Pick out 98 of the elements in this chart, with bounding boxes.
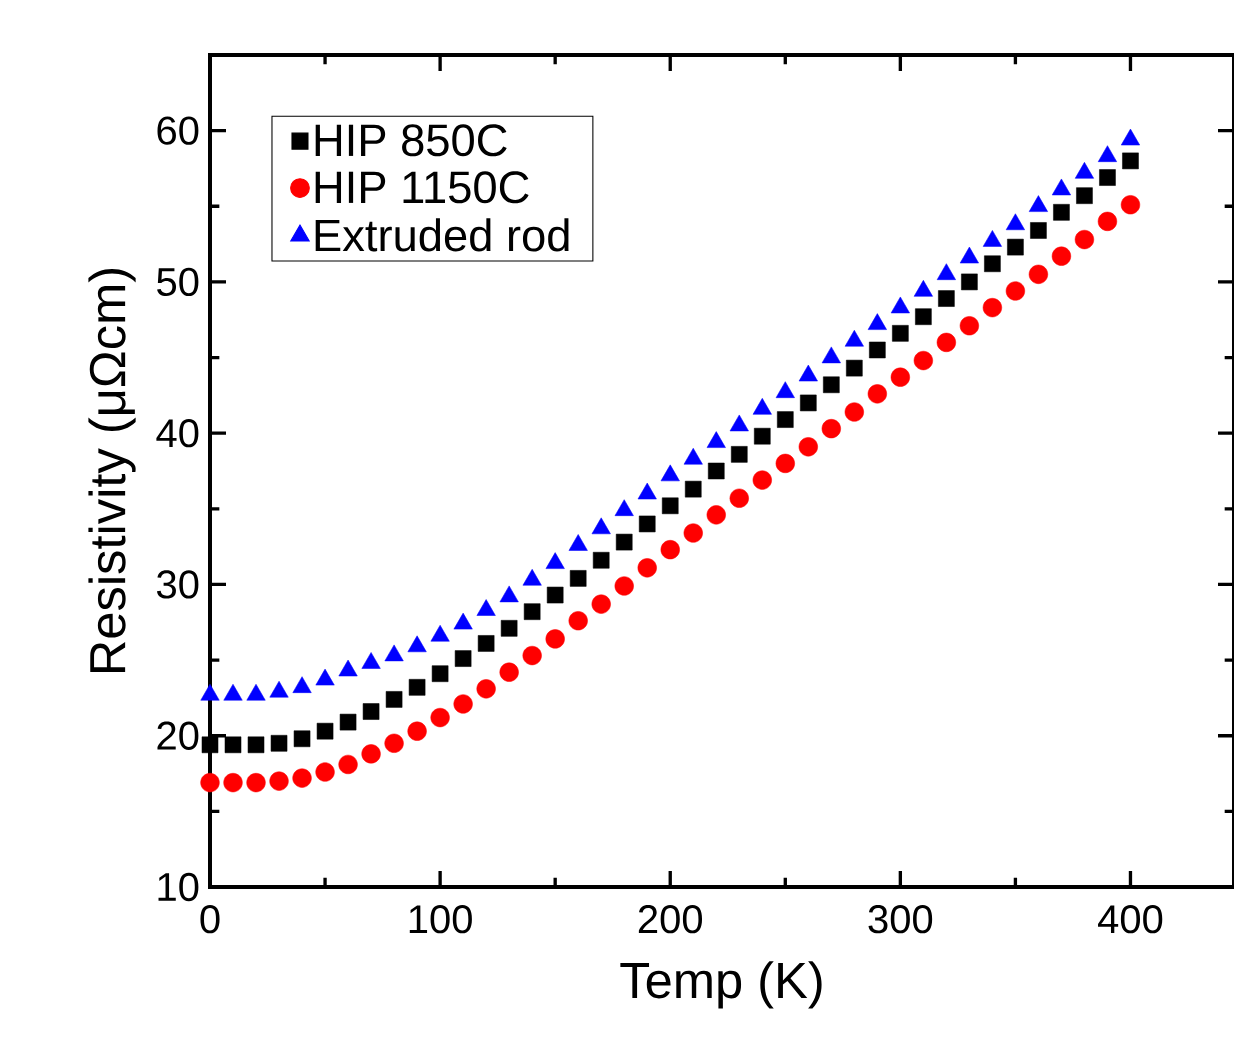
point <box>844 402 864 422</box>
point <box>982 298 1002 318</box>
point <box>821 419 841 439</box>
point <box>269 771 289 791</box>
point <box>270 735 288 752</box>
point <box>1074 229 1095 250</box>
point <box>500 620 518 637</box>
point <box>476 679 496 699</box>
x-tick-label: 300 <box>868 905 933 934</box>
point <box>1030 222 1047 239</box>
point <box>869 341 886 359</box>
point <box>707 462 725 480</box>
legend-label: Extruded rod <box>315 218 569 252</box>
point <box>224 736 242 754</box>
point <box>614 576 634 596</box>
x-tick-label: 100 <box>409 905 472 934</box>
point <box>823 376 840 394</box>
point <box>200 773 220 793</box>
point <box>568 611 588 631</box>
point <box>1007 238 1024 256</box>
point <box>545 629 565 649</box>
point <box>246 773 266 793</box>
point <box>431 665 449 682</box>
point <box>615 533 633 551</box>
point <box>915 308 932 325</box>
x-tick-label: 200 <box>638 905 703 934</box>
x-tick-label: 400 <box>1098 905 1163 934</box>
point <box>338 754 358 775</box>
point <box>754 427 771 445</box>
point <box>706 505 726 525</box>
point <box>361 744 381 764</box>
point <box>592 551 610 569</box>
y-tick-label: 20 <box>157 721 199 750</box>
point <box>1051 246 1072 266</box>
point <box>661 497 679 515</box>
point <box>1005 281 1026 301</box>
point <box>775 453 795 474</box>
point <box>384 733 404 753</box>
y-tick-label: 60 <box>157 116 199 145</box>
point <box>453 694 473 714</box>
point <box>1028 264 1049 284</box>
point <box>890 367 910 387</box>
point <box>316 722 334 740</box>
point <box>408 679 426 696</box>
point <box>1122 152 1139 170</box>
point <box>892 325 909 342</box>
point <box>638 515 656 533</box>
point <box>201 736 219 754</box>
point <box>867 384 887 404</box>
point <box>961 273 978 291</box>
point <box>247 736 265 754</box>
point <box>731 446 748 463</box>
point <box>1099 169 1116 186</box>
point <box>292 768 312 788</box>
point <box>293 730 311 748</box>
point <box>798 437 818 457</box>
point <box>454 650 472 667</box>
y-tick-label: 40 <box>156 419 199 448</box>
point <box>936 332 956 353</box>
point <box>800 394 817 412</box>
point <box>913 350 933 371</box>
point <box>752 470 772 490</box>
point <box>477 635 495 652</box>
point <box>385 691 403 708</box>
x-tick-label: 0 <box>200 905 220 934</box>
point <box>315 762 335 782</box>
y-axis-title: Resistivity (μΩcm) <box>88 268 136 673</box>
point <box>959 316 979 336</box>
legend-label: HIP 850C <box>315 124 507 157</box>
point <box>637 558 657 578</box>
point <box>938 290 955 307</box>
point <box>683 523 703 543</box>
point <box>546 586 564 604</box>
point <box>362 703 380 720</box>
point <box>499 662 519 682</box>
point <box>430 707 450 728</box>
point <box>1097 211 1118 231</box>
point <box>223 773 243 793</box>
point <box>984 255 1001 273</box>
y-tick-label: 50 <box>157 267 199 297</box>
point <box>777 411 794 428</box>
point <box>1120 195 1141 215</box>
y-tick-label: 10 <box>158 872 199 902</box>
point <box>407 721 427 741</box>
point <box>1053 204 1070 221</box>
point <box>684 480 702 498</box>
point <box>1076 187 1093 204</box>
point <box>591 594 611 614</box>
point <box>523 603 541 620</box>
point <box>522 645 542 666</box>
point <box>660 540 680 560</box>
x-axis-title: Temp (K) <box>620 961 822 1009</box>
point <box>846 359 863 377</box>
point <box>729 488 749 508</box>
point <box>569 570 587 587</box>
point <box>339 713 357 731</box>
legend-label: HIP 1150C <box>315 171 529 204</box>
y-tick-label: 30 <box>156 570 199 599</box>
